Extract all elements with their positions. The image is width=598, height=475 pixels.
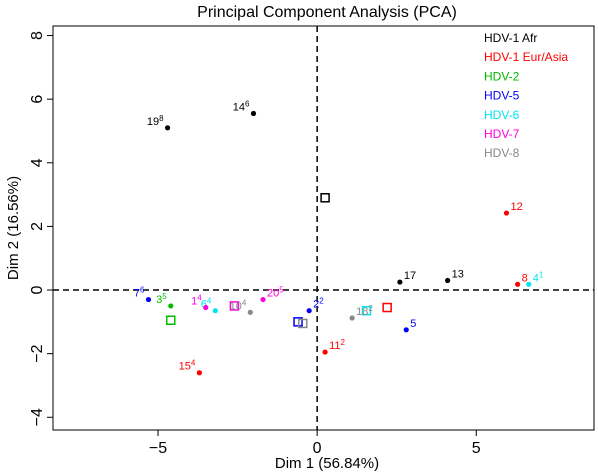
scatter-point [212,308,218,314]
scatter-point [515,281,521,287]
scatter-point [164,125,171,131]
scatter-point [196,370,202,376]
point-label: 14 [191,294,202,308]
legend-entry: HDV-8 [484,146,520,160]
legend-entry: HDV-6 [484,108,520,122]
scatter-point [397,279,403,285]
x-axis-title: Dim 1 (56.84%) [275,455,379,472]
point-label: 17 [404,270,416,282]
point-label: 182 [356,304,373,318]
y-tick-label: 0 [29,285,46,294]
scatter-point [445,277,451,284]
point-label: 64 [201,297,212,311]
x-axis: −5 0 5 [149,430,481,457]
y-tick-label: 8 [29,31,46,40]
centroid-marker [361,305,372,316]
legend-entry: HDV-1 Eur/Asia [484,50,568,64]
y-tick-label: −2 [29,344,46,362]
y-tick-label: 2 [29,222,46,231]
x-tick-label: 0 [313,440,322,457]
scatter-point [526,281,532,287]
scatter-point [145,296,152,303]
centroid-marker [320,193,330,203]
y-axis: −4 −2 0 2 4 6 8 [29,31,53,426]
y-tick-label: −4 [29,408,46,426]
data-points: 198 146 17 13 12 8 154 112 35 76 22 5 64 41 14 205 104 18… [134,99,544,376]
point-label: 35 [156,292,167,306]
centroid-marker [165,315,176,326]
scatter-point [503,210,510,216]
point-label: 76 [134,286,145,300]
scatter-point [349,315,355,321]
point-label: 198 [147,114,164,128]
scatter-point [403,327,409,333]
scatter-point [260,296,266,303]
legend-entry: HDV-7 [484,127,520,141]
y-axis-title: Dim 2 (16.56%) [5,176,22,280]
scatter-point [247,309,253,315]
point-label: 205 [267,286,284,300]
point-label: 154 [179,359,196,373]
y-tick-label: 6 [29,95,46,104]
centroid-marker [298,318,308,329]
scatter-point [250,110,257,117]
centroid-marker [229,301,240,311]
legend-entry: HDV-5 [484,89,520,103]
point-label: 8 [522,272,528,284]
chart-title: Principal Component Analysis (PCA) [197,4,457,21]
y-tick-label: 4 [29,158,46,167]
plot-frame [52,25,595,431]
scatter-point [322,349,328,355]
reference-lines [53,26,594,430]
point-label: 104 [230,298,247,312]
centroid-marker [382,302,392,313]
point-label: 41 [533,270,544,284]
point-label: 12 [510,201,522,213]
point-label: 112 [329,338,345,352]
point-label: 22 [313,297,324,311]
legend-entry: HDV-1 Afr [484,31,537,45]
scatter-point [168,303,174,309]
legend: HDV-1 Afr HDV-1 Eur/Asia HDV-2 HDV-5 HDV-6 HD… [484,31,568,160]
point-label: 146 [233,99,250,113]
x-tick-label: 5 [472,440,481,457]
centroid-marker [293,317,303,327]
centroid-markers [165,193,392,329]
scatter-point [203,304,209,311]
legend-entry: HDV-2 [484,69,520,83]
point-label: 5 [410,318,416,330]
point-label: 13 [452,268,464,280]
x-tick-label: −5 [149,440,167,457]
scatter-point [306,308,312,314]
